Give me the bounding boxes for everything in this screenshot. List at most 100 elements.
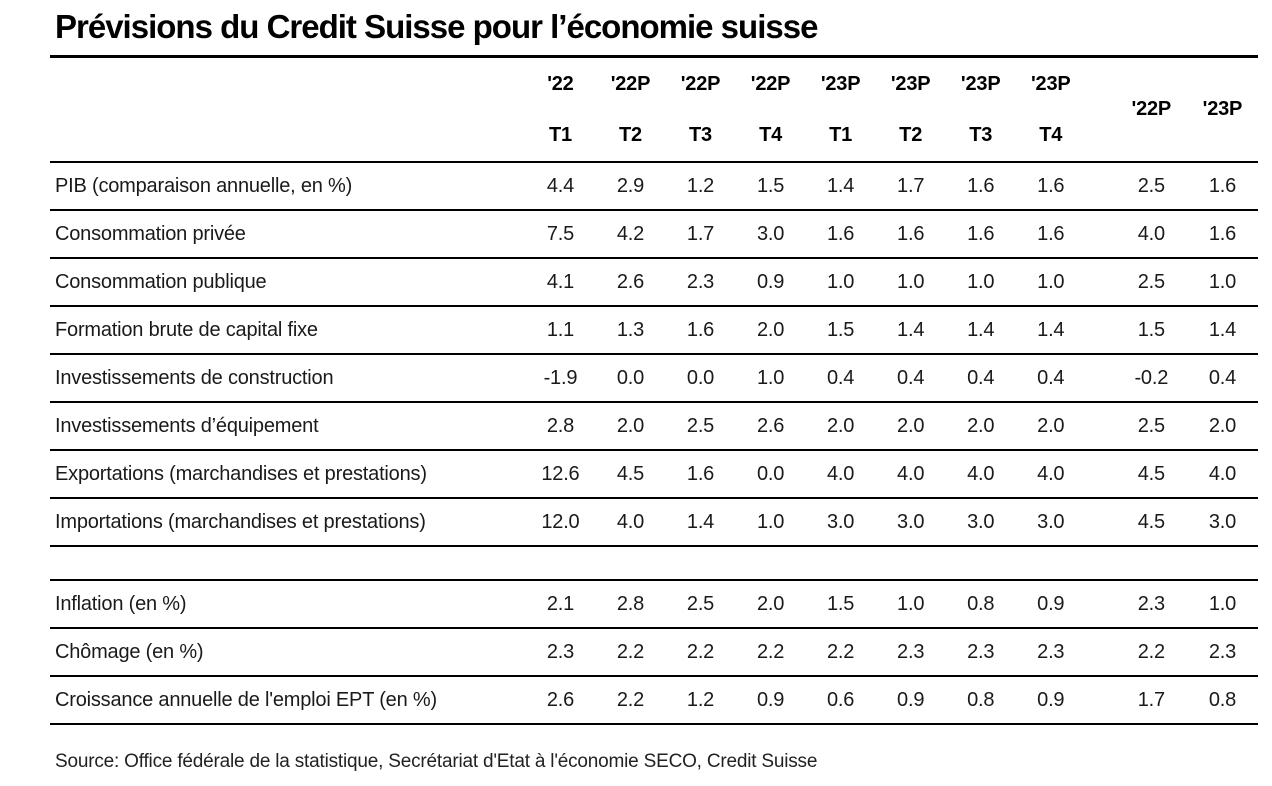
forecast-table: '22 '22P '22P '22P '23P '23P '23P '23P '… bbox=[50, 58, 1258, 725]
cell-value: 2.6 bbox=[616, 270, 645, 293]
column-gap bbox=[1086, 450, 1116, 498]
cell-value: 1.6 bbox=[897, 222, 925, 245]
cell-value: 2.0 bbox=[756, 318, 785, 341]
col-header-year: '23P bbox=[1030, 72, 1071, 95]
cell-value: 2.0 bbox=[1208, 414, 1237, 437]
row-label: Chômage (en %) bbox=[55, 640, 204, 663]
col-header-annual: '22P bbox=[1131, 98, 1172, 120]
cell-value: 1.6 bbox=[967, 222, 995, 245]
cell-value: 3.0 bbox=[756, 222, 785, 245]
cell-value: 3.0 bbox=[967, 510, 995, 533]
cell-value: 4.0 bbox=[1208, 462, 1237, 485]
cell-value: 1.6 bbox=[1208, 222, 1237, 245]
cell-value: 2.0 bbox=[756, 592, 785, 615]
cell-value: 1.6 bbox=[1037, 222, 1065, 245]
source-note: Source: Office fédérale de la statistiqu… bbox=[55, 751, 818, 772]
col-header-quarter: T3 bbox=[689, 124, 712, 146]
cell-value: 2.0 bbox=[897, 414, 925, 437]
cell-value: 1.1 bbox=[546, 318, 575, 341]
cell-value: 0.4 bbox=[967, 366, 995, 389]
row-label: Inflation (en %) bbox=[55, 592, 187, 615]
cell-value: 4.5 bbox=[1137, 462, 1165, 485]
cell-value: 0.9 bbox=[897, 688, 925, 711]
row-label: Croissance annuelle de l'emploi EPT (en … bbox=[55, 688, 437, 711]
table-row: PIB (comparaison annuelle, en %) 4.4 2.9 1.… bbox=[50, 162, 1258, 210]
column-gap bbox=[1086, 354, 1116, 402]
header-quarter-row: T1 T2 T3 T4 T1 T2 T3 T4 bbox=[50, 110, 1258, 162]
col-header-quarter: T4 bbox=[759, 124, 783, 146]
cell-value: 4.0 bbox=[897, 462, 925, 485]
table-body: PIB (comparaison annuelle, en %) 4.4 2.9 1.… bbox=[50, 162, 1258, 724]
cell-value: 1.4 bbox=[897, 318, 925, 341]
header-year-row: '22 '22P '22P '22P '23P '23P '23P '23P '… bbox=[50, 58, 1258, 121]
cell-value: 2.2 bbox=[1137, 640, 1165, 663]
cell-value: 0.8 bbox=[1208, 688, 1237, 711]
cell-value: 1.0 bbox=[756, 366, 785, 389]
col-header-quarter: T2 bbox=[618, 124, 642, 146]
cell-value: 2.3 bbox=[1208, 640, 1237, 663]
column-gap bbox=[1086, 210, 1116, 258]
table-row: Investissements d’équipement 2.8 2.0 2.5 2.6… bbox=[50, 402, 1258, 450]
cell-value: 2.5 bbox=[1137, 174, 1165, 197]
cell-value: 4.0 bbox=[616, 510, 645, 533]
cell-value: 0.9 bbox=[756, 688, 785, 711]
table-row: Chômage (en %) 2.3 2.2 2.2 2.2 2.2 2.3 2.3 2.3 2.… bbox=[50, 628, 1258, 676]
row-label: Exportations (marchandises et prestation… bbox=[55, 462, 427, 485]
row-label: Importations (marchandises et prestation… bbox=[55, 510, 426, 533]
forecast-table-figure: Prévisions du Credit Suisse pour l’écono… bbox=[50, 6, 1258, 773]
cell-value: 2.5 bbox=[1137, 414, 1165, 437]
cell-value: 2.3 bbox=[967, 640, 995, 663]
cell-value: 0.8 bbox=[967, 688, 995, 711]
cell-value: 4.5 bbox=[616, 462, 645, 485]
cell-value: 1.3 bbox=[616, 318, 645, 341]
cell-value: 1.0 bbox=[967, 270, 995, 293]
cell-value: 2.3 bbox=[1137, 592, 1165, 615]
label-column-header bbox=[50, 58, 525, 110]
section-spacer bbox=[50, 546, 1258, 580]
cell-value: 1.5 bbox=[827, 318, 855, 341]
table-row: Investissements de construction -1.9 0.0 0.… bbox=[50, 354, 1258, 402]
cell-value: 1.2 bbox=[686, 688, 715, 711]
col-header-quarter: T3 bbox=[969, 124, 993, 146]
cell-value: 1.7 bbox=[686, 222, 715, 245]
cell-value: 2.2 bbox=[616, 688, 645, 711]
cell-value: 1.6 bbox=[1208, 174, 1237, 197]
cell-value: 3.0 bbox=[897, 510, 925, 533]
cell-value: 1.7 bbox=[897, 174, 925, 197]
cell-value: 2.1 bbox=[546, 592, 575, 615]
cell-value: 0.9 bbox=[756, 270, 785, 293]
cell-value: 4.0 bbox=[1137, 222, 1165, 245]
row-label: PIB (comparaison annuelle, en %) bbox=[55, 174, 353, 197]
col-header-year: '22P bbox=[610, 72, 651, 95]
cell-value: 4.1 bbox=[546, 270, 575, 293]
cell-value: 2.2 bbox=[686, 640, 715, 663]
cell-value: 0.0 bbox=[686, 366, 715, 389]
col-header-year: '22P bbox=[680, 72, 721, 95]
col-header-quarter: T2 bbox=[899, 124, 923, 146]
cell-value: 2.8 bbox=[616, 592, 645, 615]
cell-value: 1.0 bbox=[1037, 270, 1065, 293]
cell-value: 1.4 bbox=[1208, 318, 1237, 341]
cell-value: 1.0 bbox=[1208, 592, 1237, 615]
table-row: Formation brute de capital fixe 1.1 1.3 1.6… bbox=[50, 306, 1258, 354]
cell-value: 2.5 bbox=[686, 592, 715, 615]
col-header-year: '22 bbox=[547, 72, 574, 95]
cell-value: 0.9 bbox=[1037, 592, 1065, 615]
cell-value: 1.5 bbox=[1137, 318, 1165, 341]
row-label: Investissements de construction bbox=[55, 366, 334, 389]
cell-value: 4.0 bbox=[827, 462, 855, 485]
column-gap bbox=[1086, 110, 1116, 162]
cell-value: 2.0 bbox=[1037, 414, 1065, 437]
table-row: Consommation privée 7.5 4.2 1.7 3.0 1.6 1.6 1.6… bbox=[50, 210, 1258, 258]
figure-title: Prévisions du Credit Suisse pour l’écono… bbox=[50, 6, 1258, 58]
cell-value: 2.3 bbox=[897, 640, 925, 663]
row-label: Consommation privée bbox=[55, 222, 246, 245]
table-row: Exportations (marchandises et prestation… bbox=[50, 450, 1258, 498]
row-label: Investissements d’équipement bbox=[55, 414, 319, 437]
cell-value: 1.0 bbox=[756, 510, 785, 533]
col-header-year: '23P bbox=[890, 72, 931, 95]
cell-value: 0.4 bbox=[897, 366, 925, 389]
column-gap bbox=[1086, 676, 1116, 724]
cell-value: 2.3 bbox=[546, 640, 575, 663]
